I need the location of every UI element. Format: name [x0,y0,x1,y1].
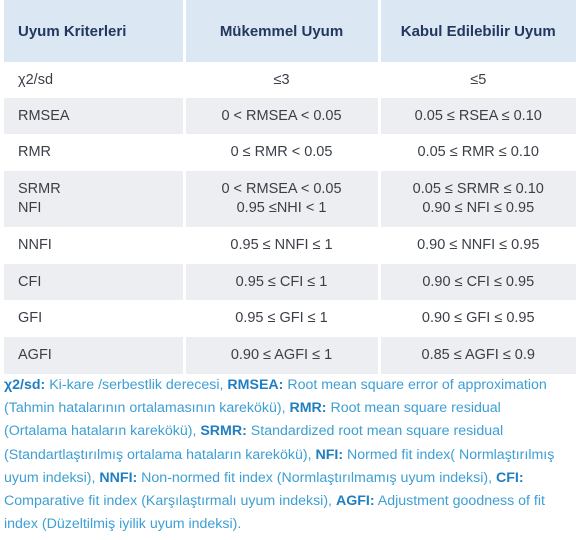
footnote-term: AGFI: [335,493,375,510]
footnote-desc: Adjustment goodness of fit index (Düzelt… [4,493,545,533]
excellent-line: 0 < RMSEA < 0.05 [221,181,342,197]
footnote-term: RMR: [289,400,327,417]
table-row: NNFI 0.95 ≤ NNFI ≤ 1 0.90 ≤ NNFI ≤ 0.95 [4,227,576,264]
excellent-cell: 0 ≤ RMR < 0.05 [184,134,381,171]
table-row: RMR 0 ≤ RMR < 0.05 0.05 ≤ RMR ≤ 0.10 [4,134,576,171]
acceptable-cell: ≤5 [379,62,576,98]
header-excellent-fit: Mükemmel Uyum [184,0,381,62]
table-row: χ2/sd ≤3 ≤5 [4,62,576,98]
acceptable-cell: 0.85 ≤ AGFI ≤ 0.9 [379,337,576,374]
acceptable-cell: 0.05 ≤ RSEA ≤ 0.10 [379,98,576,134]
acceptable-cell: 0.90 ≤ GFI ≤ 0.95 [379,300,576,337]
table-row: AGFI 0.90 ≤ AGFI ≤ 1 0.85 ≤ AGFI ≤ 0.9 [4,337,576,374]
footnote-term: CFI: [495,469,524,486]
header-criteria: Uyum Kriterleri [4,0,186,62]
criterion-cell: RMR [4,134,186,171]
acceptable-cell: 0.05 ≤ SRMR ≤ 0.10 0.90 ≤ NFI ≤ 0.95 [379,171,576,227]
footnote-desc: Standardized root mean square residual (… [4,423,504,463]
footnote-term: NFI: [315,446,344,463]
footnote-term: RMSEA: [227,377,284,393]
excellent-cell: 0.95 ≤ NNFI ≤ 1 [184,227,381,264]
table-header-row: Uyum Kriterleri Mükemmel Uyum Kabul Edil… [4,0,576,62]
criterion-cell: GFI [4,300,186,337]
table-row: SRMR NFI 0 < RMSEA < 0.05 0.95 ≤NHI < 1 … [4,171,576,227]
excellent-cell: 0.95 ≤ GFI ≤ 1 [184,300,381,337]
excellent-cell: 0.90 ≤ AGFI ≤ 1 [184,337,381,374]
excellent-line: 0.95 ≤NHI < 1 [236,200,327,216]
criterion-line: NFI [18,200,42,216]
criterion-cell: AGFI [4,337,186,374]
table-row: RMSEA 0 < RMSEA < 0.05 0.05 ≤ RSEA ≤ 0.1… [4,98,576,134]
footnote-desc: Root mean square error of approximation … [4,377,547,417]
criterion-cell: SRMR NFI [4,171,186,227]
footnote-term: χ2/sd: [4,377,46,393]
acceptable-line: 0.05 ≤ SRMR ≤ 0.10 [412,181,544,197]
criterion-cell: NNFI [4,227,186,264]
header-acceptable-fit: Kabul Edilebilir Uyum [379,0,576,62]
fit-criteria-table: Uyum Kriterleri Mükemmel Uyum Kabul Edil… [4,0,576,374]
footnote-term: SRMR: [200,423,247,440]
table-row: CFI 0.95 ≤ CFI ≤ 1 0.90 ≤ CFI ≤ 0.95 [4,264,576,300]
footnote-term: NNFI: [99,469,138,486]
excellent-cell: 0.95 ≤ CFI ≤ 1 [184,264,381,300]
acceptable-line: 0.90 ≤ NFI ≤ 0.95 [422,200,535,216]
acceptable-cell: 0.90 ≤ CFI ≤ 0.95 [379,264,576,300]
footnote-desc: Normed fit index( Normlaştırılmış uyum i… [4,446,555,486]
footnote-desc: Non-normed fit index (Normlaştırılmamış … [137,469,496,486]
acceptable-cell: 0.05 ≤ RMR ≤ 0.10 [379,134,576,171]
criterion-cell: RMSEA [4,98,186,134]
acceptable-cell: 0.90 ≤ NNFI ≤ 0.95 [379,227,576,264]
abbreviations-footnote: χ2/sd: Ki-kare /serbestlik derecesi, RMS… [4,374,564,536]
criterion-line: SRMR [18,181,61,197]
table-row: GFI 0.95 ≤ GFI ≤ 1 0.90 ≤ GFI ≤ 0.95 [4,300,576,337]
excellent-cell: 0 < RMSEA < 0.05 [184,98,381,134]
criterion-cell: χ2/sd [4,62,186,98]
criterion-cell: CFI [4,264,186,300]
footnote-desc: Root mean square residual (Ortalama hata… [4,400,501,440]
footnote-desc: Ki-kare /serbestlik derecesi, [45,377,228,393]
excellent-cell: ≤3 [184,62,381,98]
footnote-desc: Comparative fit index (Karşılaştırmalı u… [4,493,336,510]
excellent-cell: 0 < RMSEA < 0.05 0.95 ≤NHI < 1 [184,171,381,227]
